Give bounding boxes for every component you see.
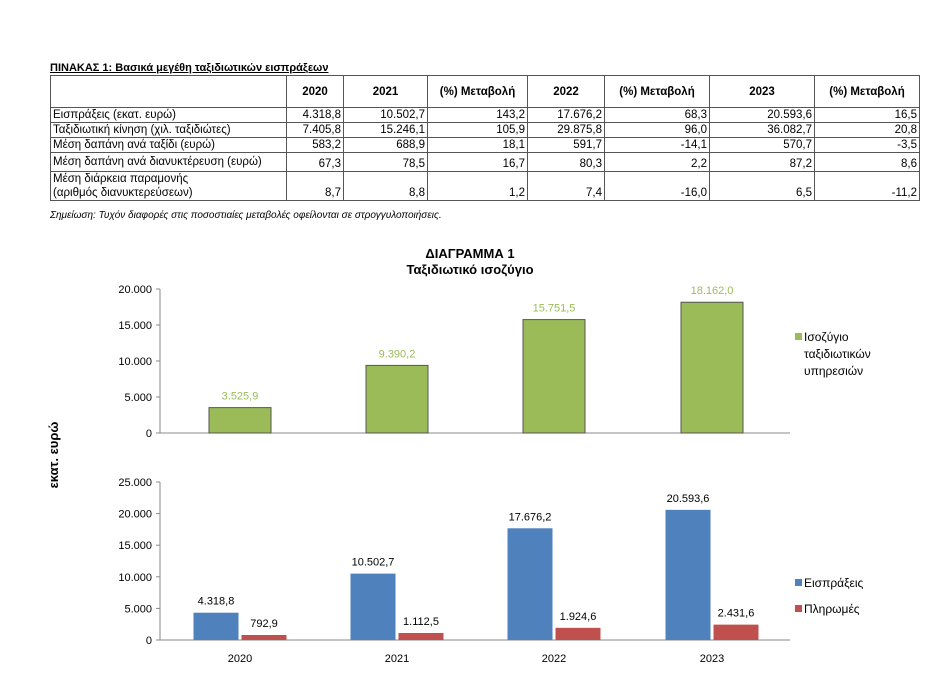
table-note: Σημείωση: Τυχόν διαφορές στις ποσοστιαίε… bbox=[50, 210, 442, 221]
bar-Ισοζύγιο ταξιδιωτικών υπηρεσιών-2020 bbox=[208, 407, 272, 434]
table-cell: 20,8 bbox=[814, 122, 920, 138]
y-tick-label: 20.000 bbox=[118, 284, 152, 296]
y-axis-label: εκατ. ευρώ bbox=[46, 422, 61, 489]
row-label: Μέση δαπάνη ανά ταξίδι (ευρώ) bbox=[50, 137, 287, 153]
data-label: 792,9 bbox=[250, 618, 278, 630]
y-tick-label: 0 bbox=[146, 428, 152, 440]
table-cell: 80,3 bbox=[527, 152, 605, 172]
row-label: Εισπράξεις (εκατ. ευρώ) bbox=[50, 107, 287, 123]
table-cell: 17.676,2 bbox=[527, 107, 605, 123]
y-tick-label: 5.000 bbox=[124, 392, 152, 404]
y-tick-label: 15.000 bbox=[118, 540, 152, 552]
y-tick-label: 10.000 bbox=[118, 356, 152, 368]
column-header: 2023 bbox=[709, 75, 815, 108]
data-label: 1.924,6 bbox=[560, 611, 597, 623]
table-cell: 68,3 bbox=[604, 107, 710, 123]
table-cell: 8,7 bbox=[286, 171, 344, 201]
table-cell: 78,5 bbox=[343, 152, 428, 172]
row-label: Μέση διάρκεια παραμονής (αριθμός διανυκτ… bbox=[50, 171, 287, 201]
table-title: ΠΙΝΑΚΑΣ 1: Βασικά μεγέθη ταξιδιωτικών ει… bbox=[50, 62, 329, 74]
table-row: Μέση δαπάνη ανά διανυκτέρευση (ευρώ) 67,3… bbox=[50, 152, 920, 172]
legend-swatch bbox=[795, 333, 802, 340]
table-cell: 96,0 bbox=[604, 122, 710, 138]
data-label: 3.525,9 bbox=[222, 391, 259, 403]
y-tick-label: 25.000 bbox=[118, 477, 152, 489]
table-row: Μέση δαπάνη ανά ταξίδι (ευρώ) 583,2 688,9 1… bbox=[50, 137, 920, 153]
table-cell: 67,3 bbox=[286, 152, 344, 172]
data-label: 20.593,6 bbox=[667, 493, 710, 505]
data-label: 4.318,8 bbox=[198, 596, 235, 608]
table-cell: 87,2 bbox=[709, 152, 815, 172]
bar-Ισοζύγιο ταξιδιωτικών υπηρεσιών-2023 bbox=[680, 301, 744, 434]
bar-Πληρωμές-2023 bbox=[713, 624, 759, 640]
chart-title: ΔΙΑΓΡΑΜΜΑ 1 bbox=[425, 246, 514, 261]
table-cell: 1,2 bbox=[427, 171, 528, 201]
bar-Ισοζύγιο ταξιδιωτικών υπηρεσιών-2022 bbox=[522, 319, 586, 434]
legend-swatch bbox=[795, 605, 802, 612]
x-tick-label: 2021 bbox=[385, 653, 409, 665]
table-cell: 20.593,6 bbox=[709, 107, 815, 123]
bar-Ισοζύγιο ταξιδιωτικών υπηρεσιών-2021 bbox=[365, 364, 429, 434]
row-label: Ταξιδιωτική κίνηση (χιλ. ταξιδιώτες) bbox=[50, 122, 287, 138]
bar-Εισπράξεις-2023 bbox=[665, 509, 711, 640]
legend-label: Εισπράξεις bbox=[804, 576, 864, 590]
data-label: 18.162,0 bbox=[691, 285, 734, 297]
legend-label: υπηρεσιών bbox=[804, 364, 863, 378]
table-row: Ταξιδιωτική κίνηση (χιλ. ταξιδιώτες) 7.40… bbox=[50, 122, 920, 138]
data-label: 1.112,5 bbox=[403, 616, 439, 628]
bar-Εισπράξεις-2021 bbox=[350, 573, 396, 640]
table-cell: 15.246,1 bbox=[343, 122, 428, 138]
x-tick-label: 2023 bbox=[700, 653, 724, 665]
table-row: Μέση διάρκεια παραμονής (αριθμός διανυκτ… bbox=[50, 171, 920, 201]
x-tick-label: 2022 bbox=[542, 653, 566, 665]
legend-label: ταξιδιωτικών bbox=[804, 347, 871, 361]
legend-label: Ισοζύγιο bbox=[804, 330, 849, 344]
y-tick-label: 15.000 bbox=[118, 320, 152, 332]
x-tick-label: 2020 bbox=[228, 653, 252, 665]
table-cell: 4.318,8 bbox=[286, 107, 344, 123]
data-label: 15.751,5 bbox=[533, 303, 576, 315]
y-tick-label: 0 bbox=[146, 635, 152, 647]
table-cell: 6,5 bbox=[709, 171, 815, 201]
data-label: 17.676,2 bbox=[509, 511, 552, 523]
y-tick-label: 5.000 bbox=[124, 603, 152, 615]
column-header: (%) Μεταβολή bbox=[814, 75, 920, 108]
table-cell: 8,8 bbox=[343, 171, 428, 201]
data-label: 2.431,6 bbox=[718, 608, 755, 620]
bar-Εισπράξεις-2022 bbox=[507, 528, 553, 640]
table-cell: 7,4 bbox=[527, 171, 605, 201]
bar-Πληρωμές-2021 bbox=[398, 632, 444, 640]
column-header: 2020 bbox=[286, 75, 344, 108]
table-cell: -11,2 bbox=[814, 171, 920, 201]
legend-label: Πληρωμές bbox=[804, 602, 860, 616]
column-header: (%) Μεταβολή bbox=[427, 75, 528, 108]
chart-subtitle: Ταξιδιωτικό ισοζύγιο bbox=[406, 262, 533, 277]
y-tick-label: 20.000 bbox=[118, 509, 152, 521]
legend-swatch bbox=[795, 579, 802, 586]
y-tick-label: 10.000 bbox=[118, 572, 152, 584]
bar-Πληρωμές-2022 bbox=[555, 627, 601, 640]
data-label: 10.502,7 bbox=[352, 557, 395, 569]
table-cell: 591,7 bbox=[527, 137, 605, 153]
table-cell: 10.502,7 bbox=[343, 107, 428, 123]
column-header bbox=[50, 75, 287, 108]
bar-Πληρωμές-2020 bbox=[241, 634, 287, 640]
data-label: 9.390,2 bbox=[379, 348, 416, 360]
row-label: Μέση δαπάνη ανά διανυκτέρευση (ευρώ) bbox=[50, 152, 287, 172]
bar-Εισπράξεις-2020 bbox=[193, 612, 239, 640]
receipts-table: 2020 2021 (%) Μεταβολή 2022 (%) Μεταβολή 2023… bbox=[50, 75, 920, 201]
table-row: Εισπράξεις (εκατ. ευρώ) 4.318,8 10.502,7 14… bbox=[50, 107, 920, 123]
